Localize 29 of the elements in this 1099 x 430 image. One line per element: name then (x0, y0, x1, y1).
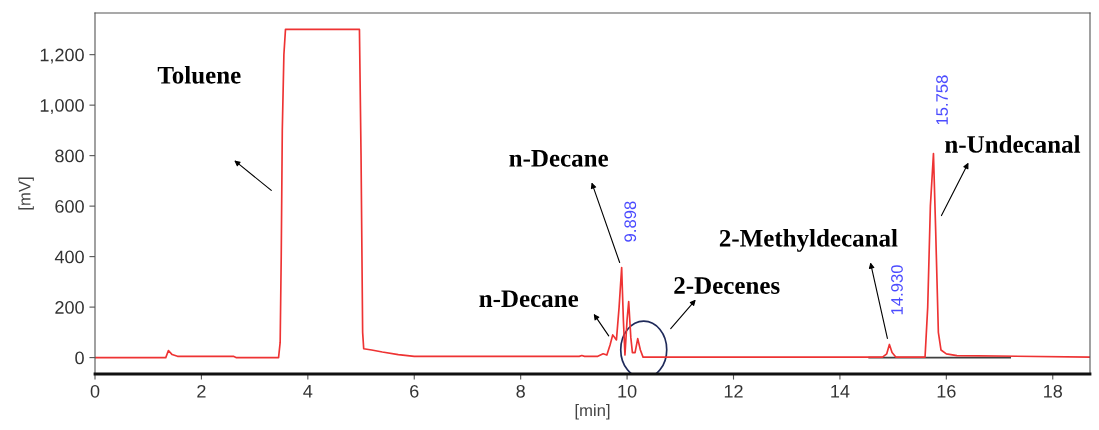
x-tick-label: 18 (1044, 384, 1063, 398)
annotation: 9.898 (624, 201, 637, 242)
annotation: 14.930 (891, 265, 903, 315)
x-tick-label: 14 (831, 385, 850, 398)
x-tick-label: 4 (303, 385, 313, 398)
x-tick-label: 6 (410, 384, 419, 398)
y-axis-title: [mV] (18, 177, 34, 210)
x-tick-label: 0 (90, 384, 100, 398)
annotation: n-Decane (509, 150, 608, 167)
x-tick-label: 12 (724, 384, 743, 398)
y-tick-label: 1,000 (40, 99, 84, 114)
x-tick-label: 10 (618, 384, 637, 398)
line-series (95, 28, 1090, 359)
y-tick-label: 400 (54, 250, 84, 264)
annotation: Toluene (157, 66, 241, 84)
x-axis-title: [min] (575, 404, 610, 420)
y-tick-label: 200 (55, 301, 84, 314)
x-tick-label: 16 (937, 384, 956, 398)
y-tick-label: 0 (75, 351, 84, 365)
y-tick-label: 800 (55, 149, 84, 163)
annotation: n-Undecanal (945, 135, 1081, 153)
annotation: n-Decane (479, 290, 579, 308)
annotation: 2-Decenes (674, 277, 780, 294)
x-tick-label: 2 (197, 384, 206, 398)
annotation: 2-Methyldecanal (719, 229, 898, 252)
y-tick-label: 1,200 (40, 48, 84, 64)
y-tick-label: 600 (55, 200, 84, 213)
x-tick-label: 8 (516, 384, 525, 398)
annotation: 15.758 (936, 75, 948, 125)
